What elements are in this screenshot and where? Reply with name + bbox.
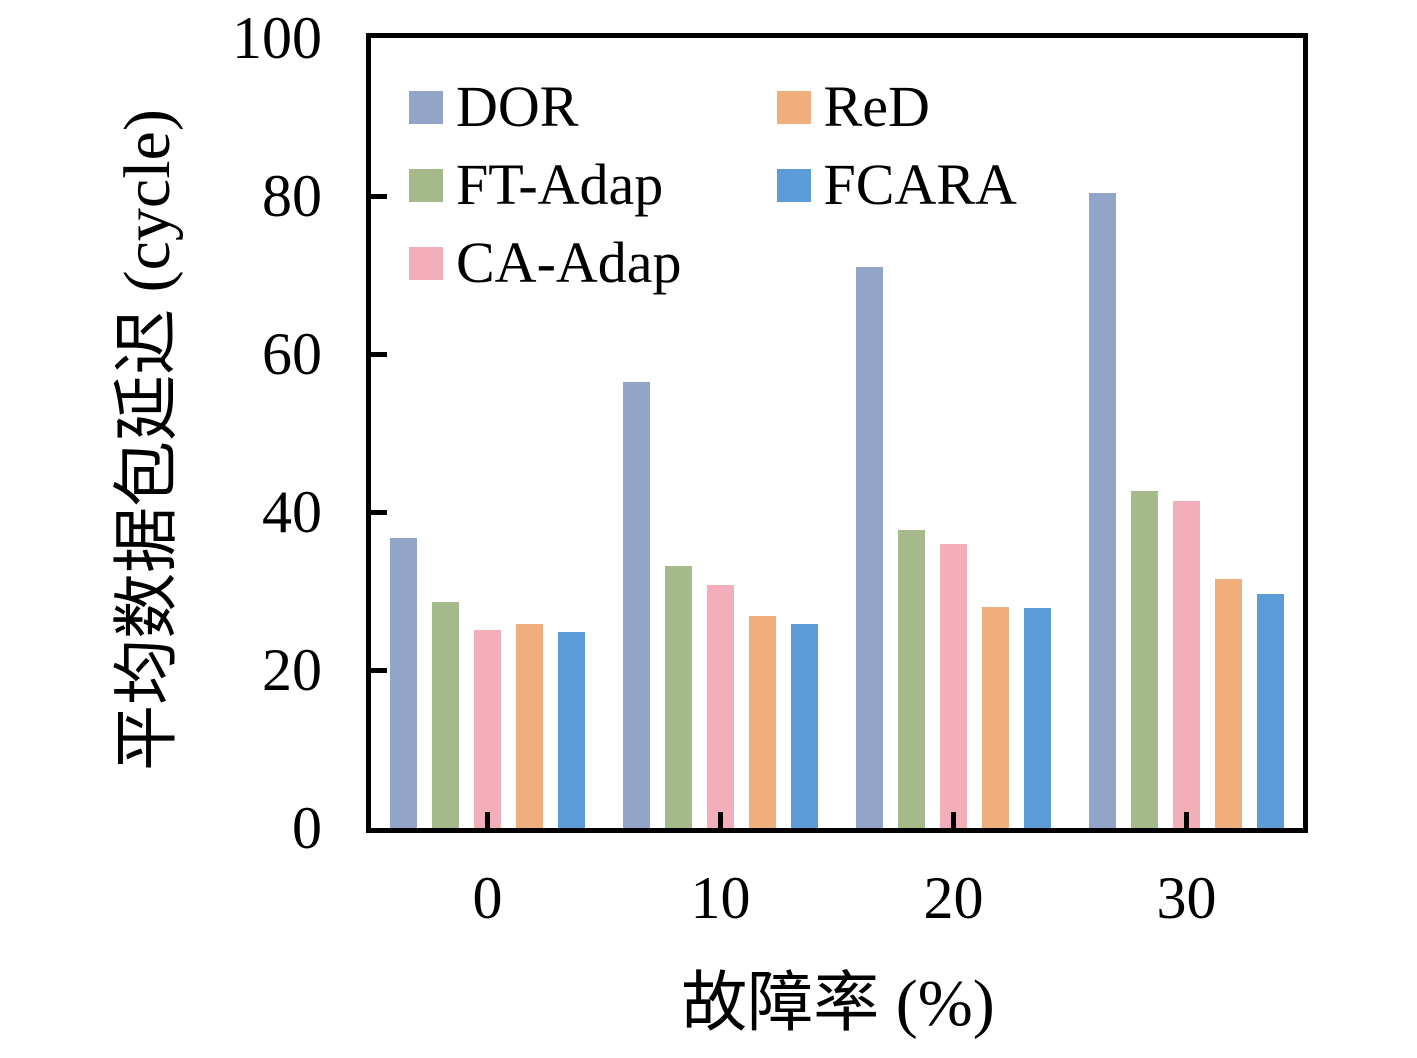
bar-dor-30 xyxy=(1089,192,1116,828)
legend-item-ft-adap: FT-Adap xyxy=(409,156,682,214)
y-tick-mark-20 xyxy=(371,667,387,673)
y-tick-label-100: 100 xyxy=(232,5,322,71)
y-tick-mark-60 xyxy=(371,351,387,357)
bar-fcara-20 xyxy=(1024,608,1051,828)
legend-label-ca-adap: CA-Adap xyxy=(456,230,682,295)
bar-fcara-30 xyxy=(1257,594,1284,828)
bar-dor-0 xyxy=(390,538,417,828)
x-tick-mark-10 xyxy=(718,812,723,828)
legend-label-dor: DOR xyxy=(456,74,579,139)
bar-dor-20 xyxy=(856,267,883,828)
plot-inner: DOR FT-Adap CA-Adap ReD FCARA xyxy=(371,38,1303,828)
bar-red-10 xyxy=(749,616,776,828)
y-tick-label-40: 40 xyxy=(262,479,322,545)
bar-ft-adap-30 xyxy=(1131,491,1158,828)
y-tick-mark-40 xyxy=(371,509,387,515)
legend-label-fcara: FCARA xyxy=(823,152,1017,217)
y-tick-label-0: 0 xyxy=(292,795,322,861)
legend: DOR FT-Adap CA-Adap ReD FCARA xyxy=(409,68,1017,302)
bar-ft-adap-20 xyxy=(898,530,925,828)
x-tick-label-10: 10 xyxy=(690,865,751,931)
bar-fcara-0 xyxy=(558,632,585,828)
y-tick-mark-80 xyxy=(371,193,387,199)
legend-swatch-ca-adap xyxy=(409,246,443,280)
bar-ca-adap-20 xyxy=(940,543,967,828)
bar-ca-adap-0 xyxy=(474,629,501,828)
legend-item-red: ReD xyxy=(776,74,1017,139)
x-tick-mark-0 xyxy=(485,812,490,828)
bar-ca-adap-30 xyxy=(1173,500,1200,828)
x-tick-mark-20 xyxy=(951,812,956,828)
bar-ft-adap-10 xyxy=(665,565,692,828)
legend-item-fcara: FCARA xyxy=(776,152,1017,217)
legend-swatch-red xyxy=(776,90,811,124)
legend-swatch-fcara xyxy=(776,168,811,202)
bar-ft-adap-0 xyxy=(432,602,459,828)
plot-area: DOR FT-Adap CA-Adap ReD FCARA xyxy=(366,33,1308,833)
bar-red-0 xyxy=(516,624,543,828)
x-tick-label-30: 30 xyxy=(1156,865,1217,931)
bar-dor-10 xyxy=(623,382,650,828)
x-tick-mark-30 xyxy=(1184,812,1189,828)
legend-item-ca-adap: CA-Adap xyxy=(409,234,682,292)
legend-item-dor: DOR xyxy=(409,78,682,136)
bar-fcara-10 xyxy=(791,624,818,828)
y-tick-label-20: 20 xyxy=(262,637,322,703)
legend-label-red: ReD xyxy=(823,74,930,139)
x-tick-label-0: 0 xyxy=(472,865,503,931)
legend-swatch-dor xyxy=(409,90,443,124)
bar-red-20 xyxy=(982,606,1009,828)
y-tick-label-60: 60 xyxy=(262,321,322,387)
x-axis-title: 故障率 (%) xyxy=(681,967,995,1040)
legend-label-ft-adap: FT-Adap xyxy=(456,152,664,217)
y-tick-label-80: 80 xyxy=(262,163,322,229)
legend-swatch-ft-adap xyxy=(409,168,443,202)
bar-ca-adap-10 xyxy=(707,585,734,828)
x-tick-label-20: 20 xyxy=(923,865,984,931)
bar-red-30 xyxy=(1215,579,1242,828)
